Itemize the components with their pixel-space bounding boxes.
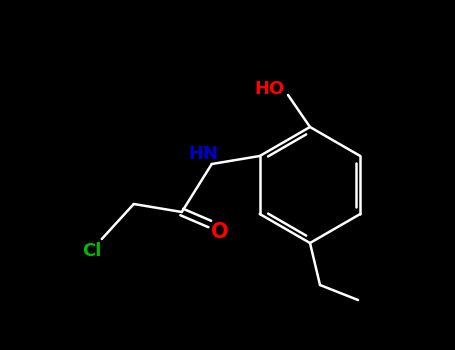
Text: HO: HO <box>255 80 285 98</box>
Text: O: O <box>211 222 228 242</box>
Text: Cl: Cl <box>82 242 101 260</box>
Text: HN: HN <box>189 145 219 163</box>
